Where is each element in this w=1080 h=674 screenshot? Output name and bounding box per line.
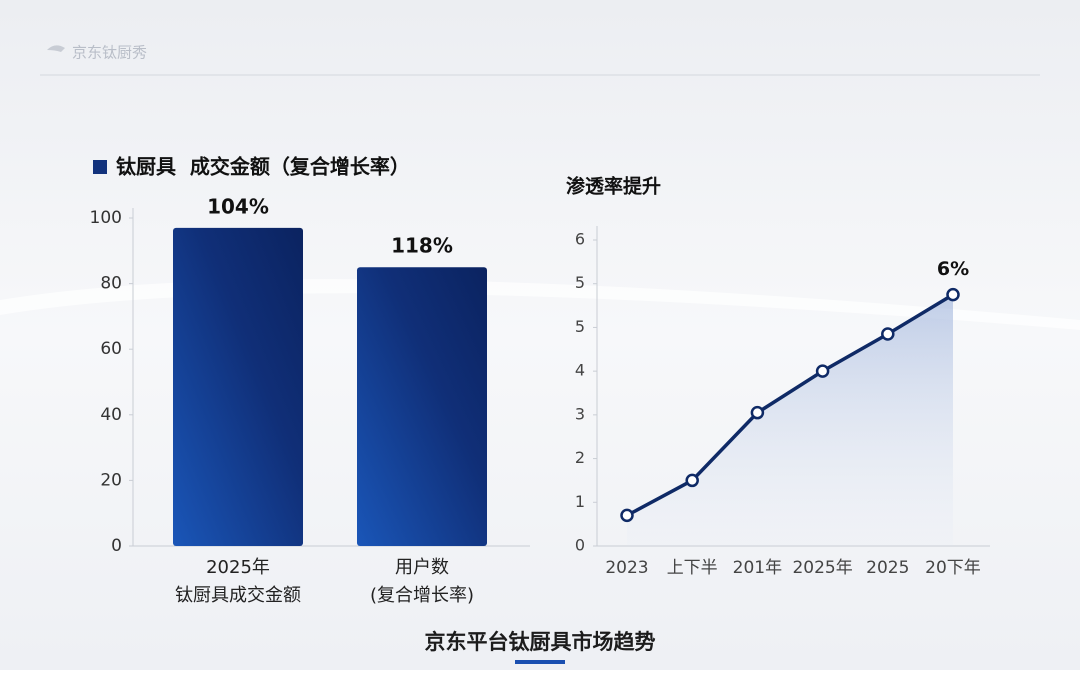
x-tick-label: 2025年: [206, 557, 270, 578]
y-tick-label: 4: [575, 361, 585, 380]
y-tick-label: 100: [90, 208, 122, 228]
y-tick-label: 3: [575, 404, 585, 423]
y-tick-label: 60: [100, 339, 122, 359]
y-tick-label: 1: [575, 492, 585, 511]
chart-title: 渗透率提升: [566, 175, 661, 198]
y-tick-label: 5: [575, 317, 585, 336]
x-tick-label: 2025: [866, 558, 909, 578]
y-tick-label: 6: [575, 230, 585, 249]
y-tick-label: 80: [100, 274, 122, 294]
y-tick-label: 20: [100, 470, 122, 490]
point: [946, 287, 960, 302]
x-tick-label: 201年: [733, 558, 782, 578]
point: [815, 364, 830, 378]
legend-swatch: [93, 160, 107, 174]
legend-label: 钛厨具 成交金额（复合增长率）: [116, 155, 410, 179]
x-tick-label: 20下年: [925, 558, 981, 578]
point: [620, 508, 634, 523]
footer-title: 京东平台钛厨具市场趋势: [425, 630, 656, 654]
bar: [357, 267, 487, 546]
x-tick-label: (复合增长率): [370, 585, 474, 606]
y-tick-label: 2: [575, 448, 585, 467]
bar: [173, 227, 303, 546]
x-tick-label: 上下半: [667, 558, 718, 578]
logo-icon: [47, 45, 65, 52]
line: [626, 293, 954, 517]
footer-underline: [515, 660, 565, 664]
x-tick-label: 用户数: [395, 557, 449, 578]
logo-text: 京东钛厨秀: [72, 44, 147, 62]
y-tick-label: 40: [100, 405, 122, 425]
x-tick-label: 2025年: [792, 558, 852, 578]
y-tick-label: 5: [575, 273, 585, 292]
y-tick-label: 0: [111, 536, 122, 556]
bar-label: 104%: [207, 194, 269, 218]
y-tick-label: 0: [575, 536, 585, 555]
point: [881, 327, 895, 341]
line-area: [627, 294, 953, 546]
x-tick-label: 钛厨具成交金额: [175, 585, 301, 606]
line-chart: 渗透率提升 0 1 2 3 4 5 5 6 2023 上下半 201年 2025年 2025 20下年 6%: [566, 175, 990, 578]
bar-label: 118%: [391, 234, 453, 258]
point: [750, 405, 765, 420]
bar-chart: 0 20 40 60 80 100 钛厨具 成交金额（复合增长率） 104% 2025年钛厨具成…: [90, 155, 530, 606]
point: [685, 473, 699, 488]
x-tick-label: 2023: [605, 558, 648, 578]
point-label: 6%: [937, 258, 969, 280]
